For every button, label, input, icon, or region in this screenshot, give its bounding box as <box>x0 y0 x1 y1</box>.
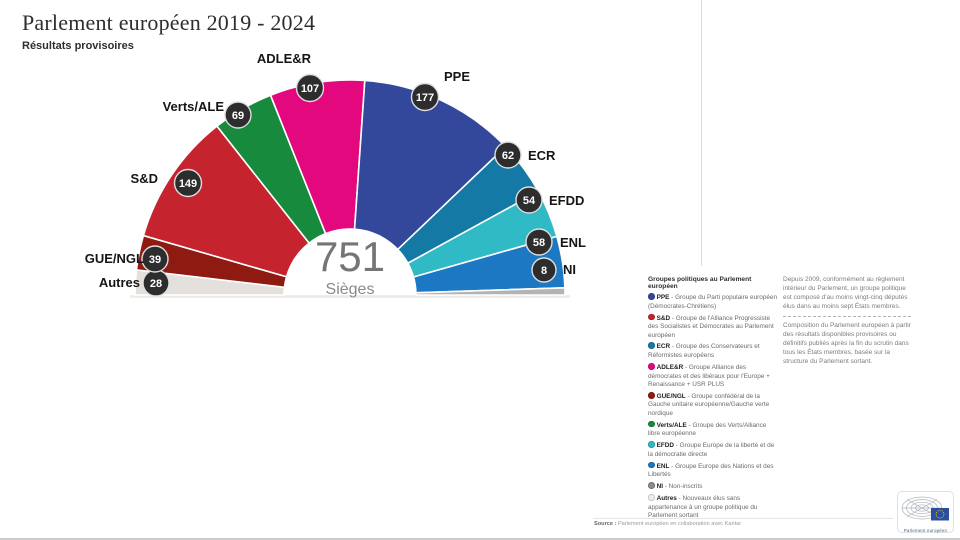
eu-flag-icon <box>931 508 949 521</box>
note-paragraph-1: Depuis 2009, conformément au règlement i… <box>783 276 908 310</box>
group-label-adle: ADLE&R <box>257 51 312 66</box>
legend-dot-icon <box>648 342 655 350</box>
legend-abbr: PPE <box>656 294 670 302</box>
seat-badge-efdd <box>515 186 543 214</box>
seat-count-efdd: 54 <box>523 195 536 207</box>
seat-count-sd: 149 <box>179 178 197 190</box>
vertical-divider <box>701 0 702 266</box>
legend-desc: - Groupe Europe des Nations et des Liber… <box>648 462 774 479</box>
seat-badge-ni <box>531 257 557 283</box>
legend-desc: - Groupe Alliance des démocrates et des … <box>648 364 770 388</box>
group-label-ecr: ECR <box>528 148 556 163</box>
seat-count-adle: 107 <box>301 83 319 95</box>
seat-count-verts: 69 <box>232 110 244 122</box>
header: Parlement européen 2019 - 2024 Résultats… <box>22 10 315 52</box>
legend-item-ni: NI - Non-inscrits <box>648 482 778 492</box>
legend-abbr: ECR <box>656 343 671 351</box>
group-label-enl: ENL <box>560 235 586 250</box>
legend-abbr: ADLE&R <box>656 364 684 372</box>
legend-item-adle-r: ADLE&R - Groupe Alliance des démocrates … <box>648 362 778 389</box>
source-note: Source : Parlement européen en collabora… <box>594 521 741 527</box>
seat-count-ni: 8 <box>541 265 547 277</box>
legend-desc: - Groupe Europe de la liberté et de la d… <box>648 442 775 458</box>
segment-ppe[interactable] <box>353 79 507 251</box>
group-label-ni: NI <box>563 262 576 277</box>
seat-badge-ecr <box>494 141 522 169</box>
page-subtitle: Résultats provisoires <box>22 40 134 52</box>
note-paragraph-2: Composition du Parlement européen à part… <box>783 321 911 365</box>
ep-hemicycle-icon <box>901 496 949 521</box>
legend-item-autres: Autres - Nouveaux élus sans appartenance… <box>648 494 778 520</box>
legend-item-efdd: EFDD - Groupe Europe de la liberté et de… <box>648 441 778 459</box>
ep-logo-caption: Parlement européen <box>903 528 948 533</box>
segment-ni[interactable] <box>415 286 566 296</box>
seat-count-autres: 28 <box>150 278 162 290</box>
legend-dot-icon <box>648 461 655 469</box>
group-label-gue: GUE/NGL <box>85 251 144 266</box>
legend-dot-icon <box>648 313 655 321</box>
group-label-autres: Autres <box>99 275 140 290</box>
seat-count-enl: 58 <box>533 237 545 249</box>
total-seats-label: Sièges <box>326 281 375 298</box>
legend-dot-icon <box>648 293 655 300</box>
legend-abbr: ENL <box>656 462 670 470</box>
group-label-ppe: PPE <box>444 69 470 84</box>
legend-item-enl: ENL - Groupe Europe des Nations et des L… <box>648 461 778 480</box>
source-label: Source : <box>594 521 617 527</box>
legend-abbr: EFDD <box>656 442 674 450</box>
seat-count-ecr: 62 <box>502 150 514 162</box>
page-title: Parlement européen 2019 - 2024 <box>22 10 316 35</box>
legend-desc: - Groupe du Parti populaire européen (Dé… <box>648 294 778 310</box>
group-label-sd: S&D <box>131 171 158 186</box>
legend-heading: Groupes politiques au Parlement européen <box>648 276 752 290</box>
legend-desc: - Groupe des Conservateurs et Réformiste… <box>648 343 760 359</box>
seat-badge-enl <box>525 228 553 256</box>
legend-abbr: Verts/ALE <box>656 421 687 429</box>
seat-badge-ppe <box>410 82 440 112</box>
seat-count-ppe: 177 <box>416 92 434 104</box>
legend-item-gue-ngl: GUE/NGL - Groupe confédéral de la Gauche… <box>648 391 778 418</box>
legend-dot-icon <box>648 482 655 489</box>
seat-count-gue: 39 <box>149 254 161 266</box>
seat-badge-adle <box>295 73 325 103</box>
legend-item-verts-ale: Verts/ALE - Groupe des Verts/Alliance li… <box>648 420 778 439</box>
legend-desc: - Groupe confédéral de la Gauche unitair… <box>648 393 770 417</box>
legend-abbr: S&D <box>656 314 671 322</box>
group-label-verts: Verts/ALE <box>163 99 225 114</box>
legend-dot-icon <box>648 494 655 501</box>
legend-dot-icon <box>648 362 655 370</box>
legend-desc: - Groupe de l'Alliance Progressiste des … <box>648 314 774 339</box>
bottom-edge-bar <box>0 538 960 540</box>
legend-abbr: Autres <box>656 495 677 503</box>
european-parliament-logo: Parlement européen <box>897 491 954 533</box>
legend-abbr: NI <box>656 483 663 491</box>
legend-abbr: GUE/NGL <box>656 393 686 400</box>
legend-item-ppe: PPE - Groupe du Parti populaire européen… <box>648 293 778 311</box>
legend-desc: - Groupe des Verts/Alliance libre europé… <box>648 421 767 438</box>
legend-item-s-d: S&D - Groupe de l'Alliance Progressiste … <box>648 313 778 340</box>
legend-desc: - Non-inscrits <box>663 483 703 491</box>
legend-panel: Groupes politiques au Parlement européen… <box>648 276 778 523</box>
notes-divider <box>783 315 911 317</box>
legend-dot-icon <box>648 441 655 448</box>
legend-dot-icon <box>648 391 655 399</box>
seat-badge-sd <box>173 168 203 198</box>
chart-base-shadow <box>130 295 570 298</box>
legend-dot-icon <box>648 420 655 428</box>
footer-rule <box>593 518 893 519</box>
source-text: Parlement européen en collaboration avec… <box>617 521 742 527</box>
legend-item-ecr: ECR - Groupe des Conservateurs et Réform… <box>648 342 778 360</box>
legend-desc: - Nouveaux élus sans appartenance à un g… <box>648 495 758 520</box>
total-seats-value: 751 <box>315 233 385 280</box>
legend-list: PPE - Groupe du Parti populaire européen… <box>648 293 778 521</box>
seat-badge-verts <box>224 101 252 129</box>
notes-panel: Depuis 2009, conformément au règlement i… <box>783 276 911 371</box>
group-label-efdd: EFDD <box>549 193 584 208</box>
seat-badge-gue <box>141 245 169 273</box>
